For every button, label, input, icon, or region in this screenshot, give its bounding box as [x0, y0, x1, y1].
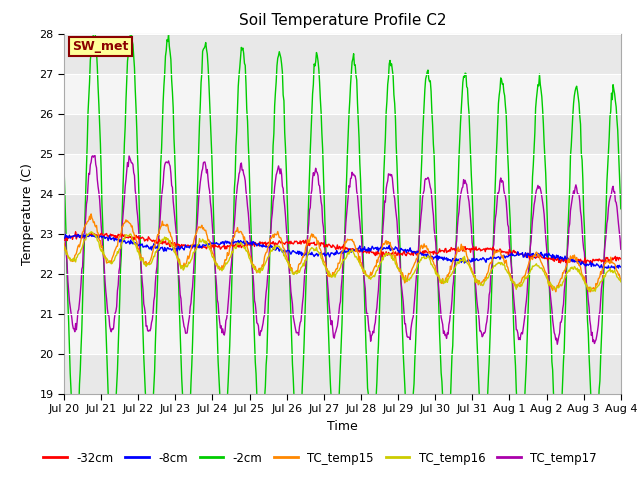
-2cm	[412, 340, 419, 346]
-2cm	[617, 206, 625, 212]
Line: -8cm: -8cm	[64, 233, 621, 269]
Legend: -32cm, -8cm, -2cm, TC_temp15, TC_temp16, TC_temp17: -32cm, -8cm, -2cm, TC_temp15, TC_temp16,…	[38, 447, 602, 469]
Line: TC_temp16: TC_temp16	[64, 232, 621, 292]
TC_temp16	[185, 259, 193, 265]
X-axis label: Time: Time	[327, 420, 358, 432]
-32cm	[617, 256, 625, 262]
TC_temp17	[60, 222, 68, 228]
TC_temp15	[87, 211, 95, 217]
-2cm	[71, 444, 79, 449]
Line: -2cm: -2cm	[64, 29, 621, 446]
TC_temp17	[214, 300, 222, 306]
TC_temp16	[60, 243, 68, 249]
TC_temp16	[87, 229, 95, 235]
Line: TC_temp17: TC_temp17	[64, 156, 621, 344]
TC_temp17	[428, 187, 435, 192]
-8cm	[214, 241, 222, 247]
-8cm	[411, 249, 419, 255]
TC_temp15	[428, 256, 435, 262]
TC_temp15	[587, 289, 595, 295]
-32cm	[60, 238, 68, 243]
Bar	[64, 193, 621, 234]
Bar	[64, 354, 621, 394]
Y-axis label: Temperature (C): Temperature (C)	[20, 163, 34, 264]
-32cm	[128, 237, 136, 242]
-32cm	[70, 233, 78, 239]
TC_temp17	[91, 153, 99, 158]
TC_temp16	[128, 236, 136, 241]
Bar	[64, 154, 621, 193]
TC_temp16	[428, 262, 435, 267]
-8cm	[70, 233, 78, 239]
-32cm	[411, 250, 419, 255]
-2cm	[186, 409, 193, 415]
-2cm	[90, 26, 98, 32]
TC_temp15	[185, 256, 193, 262]
Line: TC_temp15: TC_temp15	[64, 214, 621, 292]
-32cm	[72, 229, 79, 235]
TC_temp15	[214, 264, 222, 270]
TC_temp16	[411, 268, 419, 274]
-8cm	[128, 239, 136, 245]
TC_temp15	[411, 260, 419, 266]
TC_temp16	[214, 266, 222, 272]
TC_temp16	[617, 279, 625, 285]
-8cm	[79, 230, 86, 236]
TC_temp17	[411, 295, 419, 300]
Bar	[64, 114, 621, 154]
Bar	[64, 313, 621, 354]
Title: Soil Temperature Profile C2: Soil Temperature Profile C2	[239, 13, 446, 28]
TC_temp15	[60, 240, 68, 246]
-32cm	[185, 243, 193, 249]
Bar	[64, 73, 621, 114]
-2cm	[60, 163, 68, 169]
-8cm	[60, 235, 68, 241]
TC_temp15	[128, 223, 136, 229]
-32cm	[214, 244, 222, 250]
TC_temp15	[70, 258, 78, 264]
TC_temp17	[617, 246, 625, 252]
-32cm	[428, 250, 435, 255]
-32cm	[588, 261, 596, 266]
Text: SW_met: SW_met	[72, 40, 129, 53]
TC_temp16	[585, 289, 593, 295]
-2cm	[215, 374, 223, 380]
TC_temp17	[70, 326, 78, 332]
-2cm	[70, 441, 78, 447]
TC_temp16	[70, 255, 78, 261]
-2cm	[428, 108, 436, 114]
-8cm	[185, 244, 193, 250]
-2cm	[129, 42, 137, 48]
TC_temp17	[554, 341, 561, 347]
Line: -32cm: -32cm	[64, 232, 621, 264]
Bar	[64, 274, 621, 313]
-8cm	[611, 266, 618, 272]
TC_temp17	[185, 318, 193, 324]
-8cm	[428, 254, 435, 260]
TC_temp15	[617, 277, 625, 283]
Bar	[64, 234, 621, 274]
TC_temp17	[128, 160, 136, 166]
-8cm	[617, 264, 625, 270]
Bar	[64, 34, 621, 73]
